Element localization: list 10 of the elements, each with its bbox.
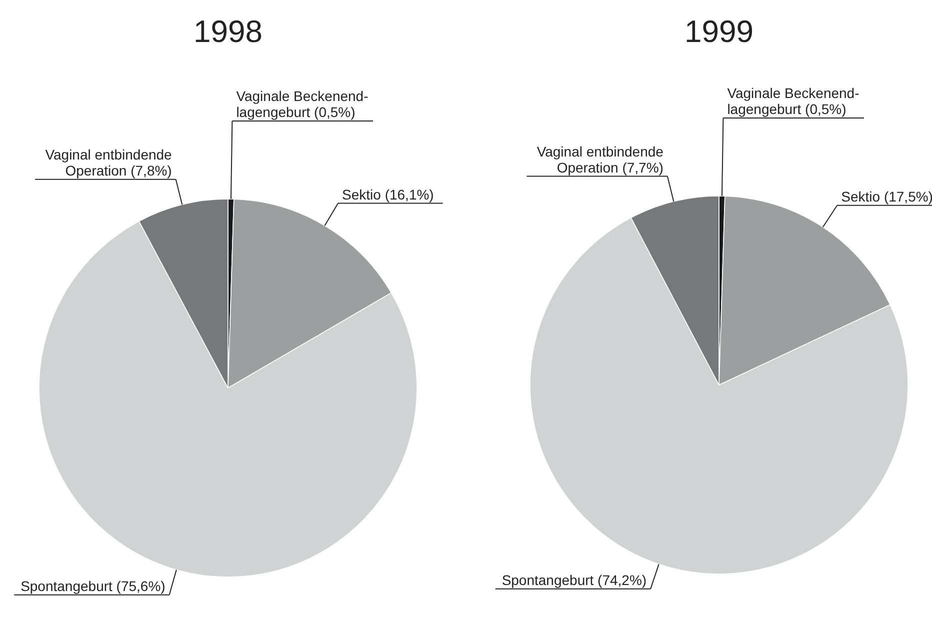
chart-title: 1999 xyxy=(684,14,754,49)
slice-label: Vaginale Beckenend-lagengeburt (0,5%) xyxy=(727,85,860,118)
slice-label: Vaginal entbindende Operation (7,7%) xyxy=(536,143,664,176)
slice-label: Spontangeburt (75,6%) xyxy=(20,578,166,594)
slice-label: Spontangeburt (74,2%) xyxy=(502,572,647,588)
chart-title: 1998 xyxy=(194,14,262,49)
slice-label: Sektio (17,5%) xyxy=(841,188,932,204)
slice-label: Vaginale Beckenend-lagengeburt (0,5%) xyxy=(236,88,369,120)
slice-label: Vaginal entbindende Operation (7,8%) xyxy=(45,146,172,178)
slice-label: Sektio (16,1%) xyxy=(342,186,434,202)
